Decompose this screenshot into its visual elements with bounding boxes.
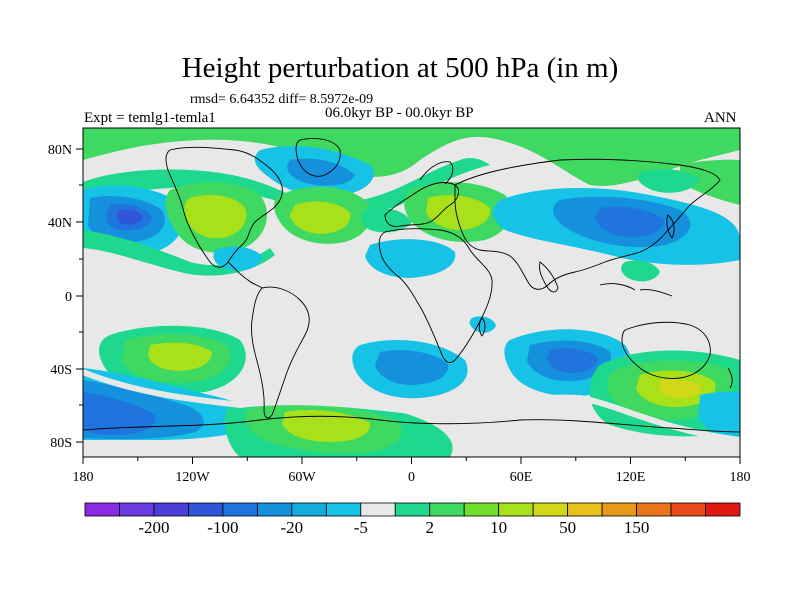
colorbar-swatch (153, 502, 189, 517)
colorbar-swatch (291, 502, 327, 517)
contour-blob-indian-core (547, 348, 598, 373)
lon-tick-label: 60W (288, 470, 316, 485)
colorbar-labels: -200 -100 -20 -5 2 10 50 150 (138, 518, 649, 537)
colorbar-swatch (670, 502, 706, 517)
colorbar-swatch (394, 502, 431, 517)
contour-blob-satlantic-core (375, 350, 449, 385)
contour-blob-asia-core (595, 206, 664, 238)
colorbar-swatch (532, 502, 569, 517)
colorbar-swatch (188, 502, 224, 517)
colorbar-swatch (429, 502, 465, 517)
contour-band-north-teal (83, 157, 490, 215)
colorbar-label: 10 (490, 518, 507, 537)
colorbar-label: -200 (138, 518, 169, 537)
contour-blob-antarctic-core (282, 410, 371, 442)
lon-tick-label: 120E (616, 470, 646, 485)
coastlines (83, 138, 740, 433)
lat-tick-label: 40S (50, 363, 72, 378)
contour-blob-southocean-core (83, 392, 156, 435)
colorbar-label: -20 (281, 518, 304, 537)
colorbar (84, 502, 741, 517)
colorbar-swatch (567, 502, 603, 517)
lon-tick-label: 120W (175, 470, 210, 485)
contour-blob-southeast-low (698, 391, 740, 440)
contour-blob-spacific-core (148, 342, 212, 371)
lat-tick-label: 80N (48, 143, 72, 158)
lon-tick-label: 60E (510, 470, 533, 485)
lat-tick-label: 80S (50, 436, 72, 451)
contour-blob-med-core (426, 195, 491, 230)
colorbar-swatch (360, 502, 396, 517)
lon-tick-label: 0 (408, 470, 415, 485)
period-label: 06.0kyr BP - 00.0kyr BP (325, 105, 474, 121)
statistics-label: rmsd= 6.64352 diff= 8.5972e-09 (190, 92, 374, 107)
lon-tick-label: 180 (73, 470, 94, 485)
latitude-axis (76, 148, 83, 443)
contour-blob-nepacific-green (680, 159, 740, 205)
contour-blob-namerica-teal (83, 230, 275, 276)
colorbar-label: 150 (624, 518, 650, 537)
contour-blob-australia-center (658, 378, 702, 399)
colorbar-swatch (636, 502, 672, 517)
lat-tick-label: 0 (65, 290, 72, 305)
colorbar-label: 2 (425, 518, 434, 537)
colorbar-label: 50 (559, 518, 576, 537)
colorbar-label: -100 (207, 518, 238, 537)
map-panel (83, 128, 740, 457)
lat-tick-label: 40N (48, 216, 72, 231)
contour-blob-europe-core (290, 201, 351, 234)
colorbar-swatch (463, 502, 500, 517)
contour-band-north-green (83, 128, 740, 186)
contour-blob-africa-blue (365, 239, 456, 278)
contour-zero-line-south (83, 369, 740, 443)
contour-blob-arctic-blue-dark (287, 158, 355, 186)
longitude-axis (82, 457, 741, 464)
plot-title: Height perturbation at 500 hPa (in m) (181, 52, 619, 84)
contour-blob-indonesia (621, 260, 660, 282)
lon-tick-label: 180 (730, 470, 751, 485)
colorbar-swatch (84, 502, 120, 517)
colorbar-swatch (498, 502, 534, 517)
colorbar-label: -5 (354, 518, 368, 537)
colorbar-swatch (119, 502, 155, 517)
contour-blob-namerica-core (184, 195, 247, 239)
colorbar-swatch (325, 502, 362, 517)
colorbar-swatch (705, 502, 741, 517)
experiment-label: Expt = temlg1-temla1 (84, 110, 216, 126)
colorbar-swatch (601, 502, 637, 517)
colorbar-swatch (222, 502, 258, 517)
colorbar-swatch (256, 502, 293, 517)
contour-blob-npacific-center (116, 209, 143, 225)
contour-blob-nepacific-teal (637, 169, 700, 193)
season-label: ANN (704, 110, 737, 126)
